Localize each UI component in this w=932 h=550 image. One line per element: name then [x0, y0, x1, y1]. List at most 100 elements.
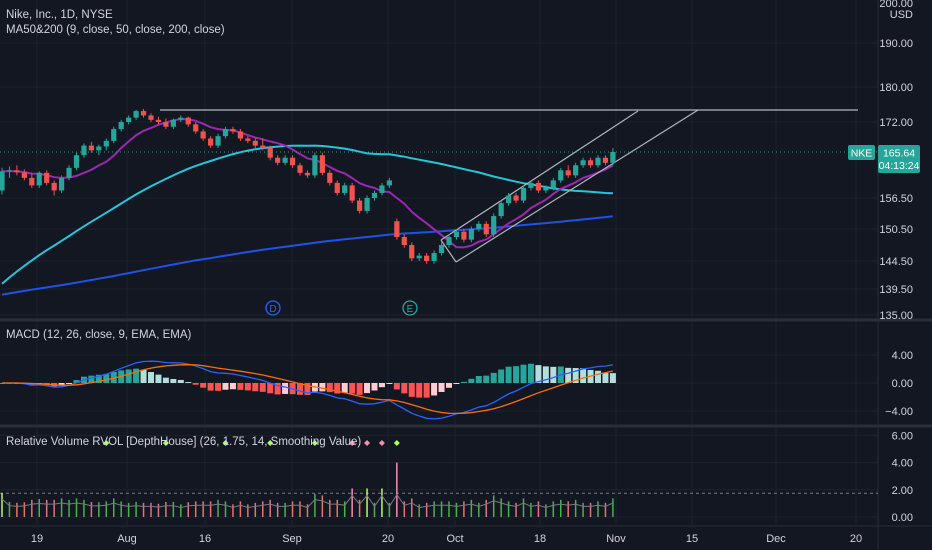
candle[interactable] — [96, 144, 102, 156]
candle[interactable] — [222, 126, 229, 139]
candle[interactable] — [558, 167, 564, 183]
candle[interactable] — [282, 155, 288, 166]
candle[interactable] — [468, 226, 474, 243]
rvol-panel[interactable] — [0, 440, 878, 517]
candle[interactable] — [357, 198, 363, 214]
candle[interactable] — [498, 200, 504, 219]
candle[interactable] — [453, 229, 460, 240]
candle[interactable] — [252, 138, 258, 148]
candle[interactable] — [103, 138, 109, 151]
candle[interactable] — [513, 192, 519, 204]
candle-body — [580, 160, 586, 166]
channel-lower-line[interactable] — [455, 109, 699, 263]
candle[interactable] — [0, 167, 5, 195]
candle[interactable] — [6, 166, 13, 178]
candle[interactable] — [126, 115, 132, 125]
candle[interactable] — [565, 165, 571, 178]
candle[interactable] — [88, 141, 94, 153]
time-scale[interactable]: 19 Aug 16 Sep 20 Oct 18 Nov 15 Dec 20 — [31, 533, 862, 545]
candle[interactable] — [319, 152, 325, 176]
candle[interactable] — [215, 133, 221, 148]
candle[interactable] — [148, 113, 154, 122]
trendlines[interactable] — [160, 109, 858, 263]
candle[interactable] — [401, 234, 407, 248]
candle[interactable] — [573, 162, 579, 178]
dividend-marker[interactable]: D — [265, 300, 281, 316]
candle[interactable] — [200, 129, 206, 141]
candle[interactable] — [36, 171, 42, 188]
candle[interactable] — [416, 253, 422, 261]
channel-edge-line[interactable] — [440, 239, 457, 263]
channel-upper-line[interactable] — [440, 110, 639, 241]
candle[interactable] — [267, 145, 273, 161]
candle[interactable] — [587, 157, 594, 168]
candle[interactable] — [312, 152, 318, 178]
candle[interactable] — [349, 182, 355, 204]
macd-histogram-bar — [282, 383, 289, 394]
candle[interactable] — [394, 218, 400, 240]
candle[interactable] — [185, 116, 191, 127]
currency-label[interactable]: 200.00 USD — [879, 0, 913, 21]
candle[interactable] — [483, 221, 489, 237]
candle[interactable] — [602, 155, 609, 166]
candle[interactable] — [59, 175, 65, 193]
candle[interactable] — [342, 182, 348, 196]
earnings-marker[interactable]: E — [402, 300, 418, 316]
candle[interactable] — [334, 180, 340, 196]
candle[interactable] — [446, 234, 452, 248]
candle[interactable] — [520, 185, 527, 204]
price-scale[interactable]: 190.00 180.00 172.00 156.50 150.50 144.50 139.… — [879, 38, 913, 524]
candle-body — [558, 170, 564, 181]
candle[interactable] — [44, 170, 50, 186]
candle[interactable] — [438, 242, 445, 256]
candle[interactable] — [543, 185, 549, 193]
candle[interactable] — [21, 169, 27, 181]
candle[interactable] — [193, 122, 199, 134]
candle[interactable] — [133, 109, 139, 120]
candle[interactable] — [14, 165, 20, 176]
candle[interactable] — [118, 119, 124, 132]
candle[interactable] — [245, 136, 251, 144]
candle[interactable] — [580, 157, 586, 168]
candle[interactable] — [178, 115, 184, 122]
candle[interactable] — [208, 136, 214, 148]
macd-histogram-bar — [468, 378, 475, 383]
candle[interactable] — [289, 155, 296, 168]
candle[interactable] — [155, 116, 162, 125]
candle[interactable] — [170, 118, 176, 130]
candle[interactable] — [364, 195, 370, 214]
candle[interactable] — [51, 180, 57, 196]
candle[interactable] — [230, 126, 236, 134]
candle[interactable] — [476, 221, 482, 232]
candle[interactable] — [81, 143, 87, 158]
candle[interactable] — [595, 155, 601, 168]
candle[interactable] — [111, 126, 117, 144]
candle[interactable] — [237, 129, 243, 141]
candle[interactable] — [140, 108, 147, 118]
candle[interactable] — [327, 170, 333, 186]
candle[interactable] — [461, 229, 467, 243]
candle[interactable] — [431, 250, 437, 264]
candle[interactable] — [506, 192, 512, 206]
candle[interactable] — [163, 118, 169, 130]
candle[interactable] — [73, 152, 80, 171]
candle[interactable] — [550, 177, 556, 191]
candle[interactable] — [297, 162, 303, 176]
candle[interactable] — [528, 180, 534, 191]
candle[interactable] — [424, 253, 430, 264]
macd-panel[interactable] — [0, 360, 616, 420]
candle[interactable] — [29, 172, 35, 188]
candlestick-series[interactable] — [0, 108, 616, 264]
candle[interactable] — [260, 138, 266, 151]
candle[interactable] — [409, 242, 415, 261]
candle[interactable] — [304, 170, 311, 178]
candle[interactable] — [379, 182, 385, 196]
candle[interactable] — [535, 180, 541, 193]
candle[interactable] — [66, 165, 72, 181]
candle[interactable] — [275, 155, 281, 166]
candle[interactable] — [491, 213, 497, 238]
candle[interactable] — [371, 190, 378, 201]
candle[interactable] — [610, 147, 616, 166]
candle[interactable] — [386, 177, 392, 188]
